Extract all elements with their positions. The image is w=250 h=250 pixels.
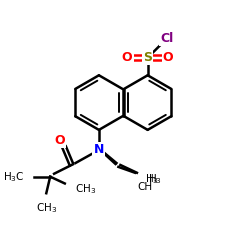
Text: CH$_3$: CH$_3$	[74, 182, 96, 196]
Text: H$_3$: H$_3$	[145, 172, 159, 185]
Text: CH: CH	[137, 182, 152, 192]
Text: O: O	[163, 51, 173, 64]
Text: H$_3$C: H$_3$C	[3, 170, 25, 183]
Text: CH$_3$: CH$_3$	[36, 201, 57, 215]
Text: S: S	[143, 51, 152, 64]
Text: N: N	[94, 143, 104, 156]
Text: O: O	[122, 51, 132, 64]
Text: H$_3$: H$_3$	[148, 173, 162, 186]
Text: Cl: Cl	[160, 32, 174, 45]
Text: O: O	[54, 134, 65, 147]
